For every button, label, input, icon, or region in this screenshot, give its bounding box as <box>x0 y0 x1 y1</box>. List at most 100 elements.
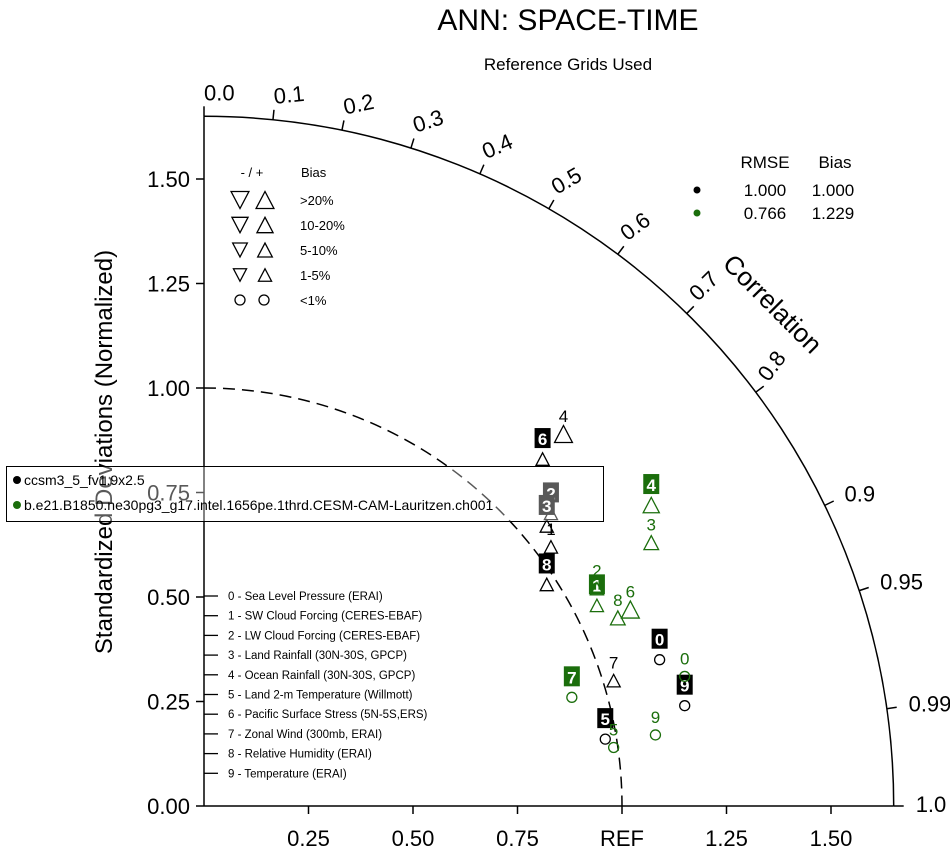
bias-key-circle-icon <box>258 294 270 306</box>
correlation-tick <box>479 164 485 175</box>
bias-key-label: <1% <box>300 293 327 308</box>
variable-list-item: 3 - Land Rainfall (30N-30S, GPCP) <box>228 650 407 662</box>
triangle-down-icon <box>229 190 251 210</box>
correlation-tick-label: 0.99 <box>909 691 950 716</box>
legend-label-case-2: b.e21.B1850.ne30pg3_g17.intel.1656pe.1th… <box>24 497 494 513</box>
y-tick-label: 0.00 <box>147 794 190 819</box>
correlation-tick <box>824 500 835 507</box>
correlation-axis-title: Correlation <box>717 248 828 359</box>
data-label-0-6: 6 <box>538 430 547 449</box>
legend-marker-case-2 <box>13 501 21 509</box>
y-tick-label: 1.50 <box>147 167 190 192</box>
data-label-1-3: 3 <box>647 516 656 535</box>
data-label-1-5: 5 <box>609 720 618 739</box>
x-tick-label: 0.75 <box>496 826 539 851</box>
y-tick-label: 1.00 <box>147 376 190 401</box>
triangle-up-icon <box>255 215 275 234</box>
data-label-box <box>534 428 551 449</box>
correlation-tick-label: 0.5 <box>547 162 586 199</box>
correlation-tick <box>341 120 345 131</box>
correlation-tick <box>886 706 897 710</box>
data-label-1-2: 2 <box>592 562 601 581</box>
summary-rmse: 0.766 <box>744 204 787 223</box>
correlation-tick <box>755 385 765 393</box>
summary-rmse: 1.000 <box>744 181 787 200</box>
bias-key-label: >20% <box>300 193 334 208</box>
variable-list-item: 0 - Sea Level Pressure (ERAI) <box>228 591 383 603</box>
data-point-1-5 <box>607 741 620 754</box>
bias-key-label: 10-20% <box>300 218 345 233</box>
x-tick-label: 0.25 <box>287 826 330 851</box>
data-point-0-3 <box>539 518 555 533</box>
correlation-tick-label: 0.4 <box>478 129 516 164</box>
triangle-down-icon <box>231 242 249 259</box>
data-label-0-8: 8 <box>542 555 551 574</box>
chart-subtitle: Reference Grids Used <box>483 55 653 74</box>
correlation-tick-label: 0.1 <box>273 81 306 109</box>
correlation-tick-label: 0.7 <box>684 266 723 305</box>
variable-list-item: 7 - Zonal Wind (300mb, ERAI) <box>228 729 382 741</box>
correlation-tick-label: 0.2 <box>341 89 376 120</box>
data-point-1-6 <box>620 599 641 619</box>
data-point-1-0 <box>679 670 691 683</box>
summary-marker <box>693 186 701 194</box>
correlation-tick <box>410 138 415 149</box>
correlation-tick <box>617 245 625 255</box>
correlation-arc <box>203 115 895 807</box>
correlation-tick-label: 0.0 <box>204 80 235 105</box>
data-label-box <box>651 628 668 649</box>
data-label-0-1: 1 <box>546 520 555 539</box>
variable-list-item: 9 - Temperature (ERAI) <box>228 768 347 780</box>
legend-label-case-1: ccsm3_5_fv1.9x2.5 <box>24 472 145 488</box>
data-point-1-2 <box>589 580 605 596</box>
data-point-0-5 <box>599 733 611 745</box>
x-tick-label: 1.50 <box>810 826 853 851</box>
data-label-0-4: 4 <box>559 407 568 426</box>
legend-entry-case-2: b.e21.B1850.ne30pg3_g17.intel.1656pe.1th… <box>13 497 493 513</box>
bias-key-header-sym: - / + <box>241 165 264 180</box>
correlation-tick-label: 0.3 <box>410 105 447 138</box>
correlation-tick-label: 0.8 <box>753 346 791 385</box>
bias-key-label: 1-5% <box>300 268 331 283</box>
triangle-down-icon <box>232 268 248 283</box>
y-tick-label: 0.75 <box>147 481 190 506</box>
data-label-0-3: 3 <box>542 497 551 516</box>
x-tick-label: 1.25 <box>705 826 748 851</box>
correlation-tick-label: 0.95 <box>880 570 923 595</box>
x-tick-label: REF <box>600 826 644 851</box>
y-tick-label: 1.25 <box>147 272 190 297</box>
correlation-tick <box>548 199 555 210</box>
correlation-tick-label: 0.9 <box>845 482 876 507</box>
data-point-0-9 <box>679 700 691 712</box>
data-point-0-4 <box>553 424 574 444</box>
data-point-1-4 <box>642 495 661 514</box>
correlation-tick <box>272 109 275 120</box>
variable-list-item: 8 - Relative Humidity (ERAI) <box>228 749 372 761</box>
data-point-0-8 <box>539 576 555 592</box>
variable-list-item: 6 - Pacific Surface Stress (5N-5S,ERS) <box>228 709 428 721</box>
variable-list-item: 1 - SW Cloud Forcing (CERES-EBAF) <box>228 611 422 623</box>
summary-header-bias: Bias <box>818 153 851 172</box>
data-label-1-8: 8 <box>613 591 622 610</box>
bias-key-circle-icon <box>234 294 246 306</box>
bias-key-label: 5-10% <box>300 243 338 258</box>
legend-entry-case-1: ccsm3_5_fv1.9x2.5 <box>13 472 145 488</box>
variable-list-item: 2 - LW Cloud Forcing (CERES-EBAF) <box>228 630 420 642</box>
variable-list-item: 5 - Land 2-m Temperature (Willmott) <box>228 690 413 702</box>
correlation-tick-label: 1.0 <box>916 792 947 817</box>
data-label-0-2: 2 <box>546 484 555 503</box>
data-label-box <box>538 553 555 574</box>
data-label-box <box>643 474 660 495</box>
data-label-box <box>597 708 614 729</box>
triangle-up-icon <box>257 267 273 282</box>
data-label-box <box>538 494 555 515</box>
data-point-1-8 <box>609 609 627 626</box>
correlation-tick <box>686 305 695 314</box>
summary-bias: 1.229 <box>812 204 855 223</box>
y-tick-label: 0.50 <box>147 585 190 610</box>
data-point-1-7 <box>566 691 578 703</box>
case-legend: ccsm3_5_fv1.9x2.5 b.e21.B1850.ne30pg3_g1… <box>6 466 604 522</box>
data-label-1-4: 4 <box>647 476 657 495</box>
data-label-1-9: 9 <box>651 708 660 727</box>
